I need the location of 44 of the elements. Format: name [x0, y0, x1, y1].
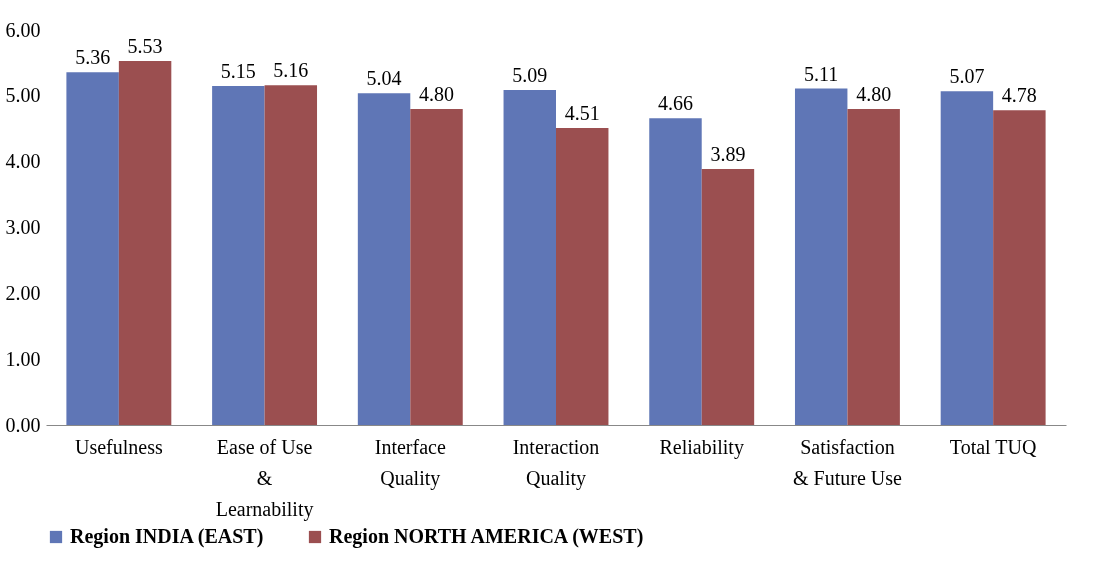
data-label: 5.16 — [273, 59, 309, 82]
y-tick-label: 6.00 — [5, 18, 41, 41]
bar — [993, 110, 1046, 425]
bar — [357, 93, 411, 425]
y-tick-label: 1.00 — [5, 347, 41, 370]
x-tick-label: Total TUQ — [949, 435, 1037, 458]
data-label: 5.15 — [220, 59, 256, 82]
bar — [847, 109, 900, 425]
data-label: 4.80 — [419, 83, 455, 105]
data-label: 5.53 — [127, 34, 163, 57]
bar — [701, 168, 755, 425]
bar — [794, 88, 848, 425]
x-tick-label: Interaction Quality — [512, 435, 600, 490]
bar — [264, 85, 318, 425]
bar — [556, 128, 609, 425]
data-label: 3.89 — [710, 142, 746, 165]
bar — [212, 85, 265, 425]
bar — [66, 72, 119, 425]
x-tick-label: Reliability — [659, 435, 744, 459]
bar — [118, 60, 172, 425]
bar — [649, 118, 702, 425]
bar — [940, 91, 994, 425]
x-tick-label: Usefulness — [74, 435, 163, 458]
data-label: 4.51 — [564, 102, 600, 125]
y-tick-label: 4.00 — [5, 150, 41, 173]
data-label: 5.11 — [804, 62, 839, 85]
bar — [410, 109, 463, 425]
bar — [503, 89, 556, 425]
data-label: 5.36 — [75, 46, 111, 69]
x-tick-label: Interface Quality — [374, 435, 446, 490]
data-label: 5.07 — [949, 65, 985, 88]
x-tick-label: Satisfaction & Future Use — [792, 435, 902, 489]
legend-label: Region INDIA (EAST) — [70, 525, 264, 548]
data-label: 5.09 — [512, 63, 548, 86]
y-tick-label: 2.00 — [5, 281, 41, 304]
y-tick-label: 0.00 — [5, 413, 41, 436]
data-label: 4.80 — [856, 83, 892, 105]
data-label: 4.78 — [1001, 84, 1037, 107]
legend-label: Region NORTH AMERICA (WEST) — [329, 525, 644, 548]
y-tick-label: 5.00 — [5, 84, 41, 107]
data-label: 5.04 — [366, 67, 402, 90]
x-tick-label: Ease of Use & Learnability — [215, 435, 314, 521]
data-label: 4.66 — [657, 92, 693, 115]
y-tick-label: 3.00 — [5, 216, 41, 238]
